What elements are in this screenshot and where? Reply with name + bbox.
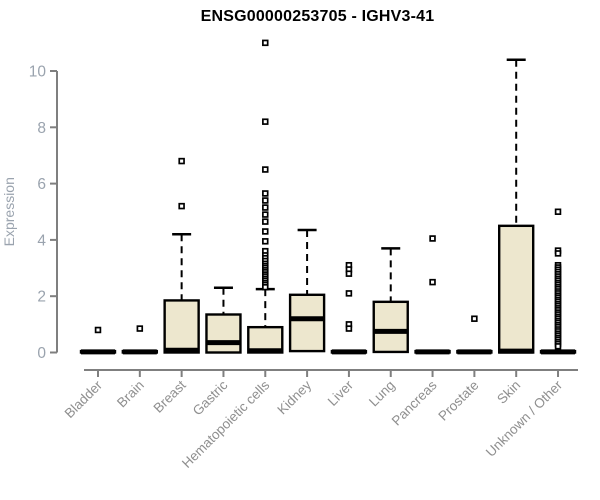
outlier-point-hematopoietic-cells [262, 238, 269, 245]
x-tick-label-breast: Breast [151, 377, 189, 415]
x-tick-label-brain: Brain [114, 378, 147, 411]
x-tick-label-gastric: Gastric [190, 377, 231, 418]
outlier-point-hematopoietic-cells [262, 39, 269, 47]
y-tick-label: 6 [37, 176, 46, 193]
box-hematopoietic-cells [247, 325, 284, 354]
y-tick-label: 4 [37, 232, 46, 249]
outlier-point-hematopoietic-cells [262, 218, 269, 225]
outlier-point-hematopoietic-cells [262, 204, 269, 211]
outlier-point-prostate [471, 315, 478, 322]
box-lung [372, 300, 409, 354]
x-tick-label-unknown-other: Unknown / Other [483, 377, 566, 460]
x-tick-label-bladder: Bladder [62, 377, 106, 421]
outlier-point-liver [345, 270, 353, 277]
outlier-point-breast [178, 202, 185, 210]
box-kidney [288, 293, 326, 353]
x-tick-label-liver: Liver [325, 377, 357, 409]
outlier-point-hematopoietic-cells [262, 228, 269, 235]
outlier-point-unknown-other [554, 250, 562, 257]
x-tick-label-prostate: Prostate [435, 378, 481, 424]
outlier-point-pancreas [429, 235, 436, 242]
y-tick-label: 0 [37, 345, 46, 362]
outlier-point-unknown-other [554, 208, 562, 216]
outlier-point-liver [345, 325, 353, 332]
box-gastric [205, 313, 242, 354]
box-breast [163, 299, 200, 354]
y-tick-label: 10 [29, 64, 47, 81]
y-tick-label: 8 [37, 120, 46, 137]
outlier-point-hematopoietic-cells [262, 211, 269, 218]
y-tick-label: 2 [37, 289, 46, 306]
outlier-point-bladder [94, 326, 102, 334]
x-tick-label-lung: Lung [366, 378, 398, 410]
outlier-point-hematopoietic-cells [262, 166, 269, 173]
outlier-point-brain [136, 325, 144, 332]
outlier-point-hematopoietic-cells [262, 190, 269, 197]
x-tick-label-kidney: Kidney [274, 377, 314, 417]
outlier-point-liver [345, 290, 353, 297]
outlier-point-hematopoietic-cells [262, 283, 269, 291]
outlier-point-hematopoietic-cells [262, 197, 269, 204]
outlier-point-breast [178, 157, 185, 165]
y-axis-title: Expression [1, 177, 17, 246]
outlier-point-unknown-other [554, 343, 562, 350]
chart-title: ENSG00000253705 - IGHV3-41 [200, 8, 435, 25]
outlier-point-pancreas [429, 278, 436, 286]
x-tick-label-skin: Skin [494, 378, 523, 407]
x-tick-label-pancreas: Pancreas [389, 377, 440, 428]
outlier-point-hematopoietic-cells [262, 118, 269, 125]
box-skin [498, 224, 535, 354]
